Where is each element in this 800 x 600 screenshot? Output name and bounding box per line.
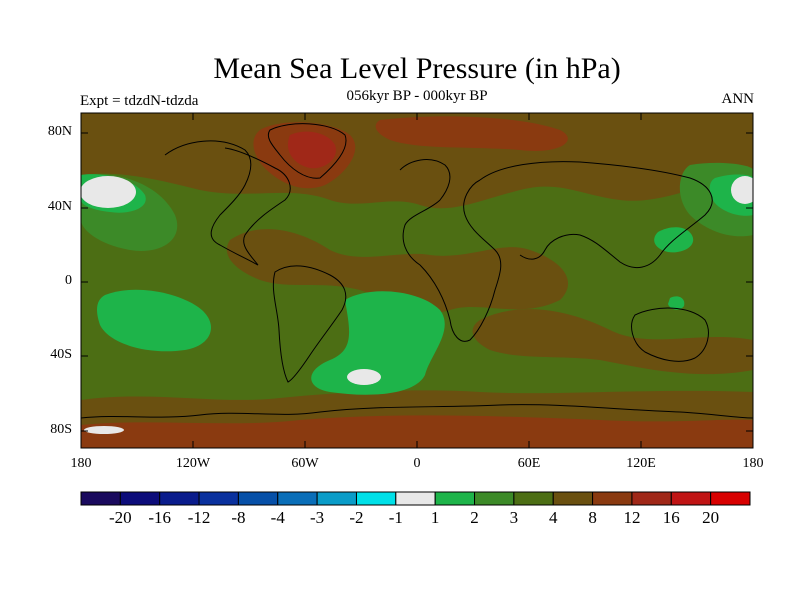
season-label: ANN	[721, 91, 755, 107]
colorbar-label: -2	[349, 508, 364, 527]
colorbar-label: 20	[702, 508, 720, 527]
colorbar-label: -1	[388, 508, 403, 527]
colorbar-swatch	[434, 491, 476, 506]
colorbar-label: -8	[231, 508, 246, 527]
map-title: Mean Sea Level Pressure (in hPa)	[213, 52, 621, 85]
lon-tick-120e: 120E	[626, 456, 656, 471]
coast-europe-africa	[399, 159, 502, 342]
field-australia-green	[668, 296, 685, 310]
lat-tick-80s: 80S	[50, 422, 72, 437]
colorbar-swatch	[552, 491, 594, 506]
colorbar-swatch	[513, 491, 554, 506]
coastlines	[81, 123, 753, 419]
colorbar-swatch	[710, 491, 751, 506]
coast-antarctica	[81, 404, 753, 419]
field-kuroshio-white	[731, 176, 753, 204]
lat-tick-40s: 40S	[50, 347, 72, 362]
colorbar-label: -16	[148, 508, 172, 527]
colorbar-swatch	[277, 491, 318, 506]
field-northeast-pacific-white	[81, 176, 136, 208]
map-fields	[81, 113, 753, 448]
colorbar-swatch	[316, 491, 357, 506]
coast-australia	[631, 307, 709, 362]
colorbar-swatch	[237, 491, 279, 506]
field-south-atlantic-green	[311, 291, 445, 395]
map-tick-marks	[81, 113, 753, 448]
lat-tick-80n: 80N	[47, 124, 72, 139]
field-south-atlantic-white	[347, 369, 381, 385]
field-pacific-green	[97, 289, 212, 352]
lon-tick-180e: 180	[742, 456, 764, 471]
colorbar-swatch	[474, 491, 515, 506]
field-eurasia-high	[375, 116, 568, 151]
lon-tick-0: 0	[413, 456, 421, 471]
lon-tick-60w: 60W	[291, 456, 319, 471]
map-subtitle: 056kyr BP - 000kyr BP	[346, 88, 488, 104]
coast-asia	[479, 161, 713, 269]
colorbar-swatch	[670, 491, 712, 506]
colorbar-label: -12	[187, 508, 211, 527]
colorbar-swatch	[592, 491, 633, 506]
colorbar-label: 3	[509, 508, 519, 527]
field-antarctic-white	[84, 426, 124, 434]
colorbar-swatch	[198, 491, 239, 506]
colorbar-swatch	[159, 491, 200, 506]
lon-tick-180w: 180	[70, 456, 92, 471]
field-indian-band	[472, 309, 753, 375]
experiment-label: Expt = tdzdN-tdzda	[80, 93, 199, 109]
colorbar-label: 1	[430, 508, 440, 527]
colorbar-swatch	[631, 491, 672, 506]
colorbar-swatch	[80, 491, 121, 506]
field-antarctic-rim	[81, 415, 753, 448]
colorbar-swatch	[395, 491, 436, 506]
colorbar-label: 4	[548, 508, 558, 527]
lat-tick-equator: 0	[65, 273, 72, 288]
colorbar	[80, 491, 751, 506]
colorbar-label: 16	[662, 508, 680, 527]
field-atlantic-band	[226, 229, 569, 313]
colorbar-swatch	[355, 491, 397, 506]
colorbar-label: 2	[470, 508, 479, 527]
lon-tick-60e: 60E	[517, 456, 541, 471]
colorbar-label: -3	[310, 508, 325, 527]
colorbar-label: -20	[109, 508, 132, 527]
colorbar-label: 12	[623, 508, 641, 527]
coast-south-america	[272, 265, 347, 383]
colorbar-label: 8	[588, 508, 597, 527]
lat-tick-40n: 40N	[47, 199, 72, 214]
field-greenland-peak	[287, 131, 336, 169]
colorbar-swatch	[119, 491, 161, 506]
colorbar-label: -4	[270, 508, 285, 527]
lon-tick-120w: 120W	[175, 456, 211, 471]
coast-greenland	[267, 123, 347, 179]
coast-north-america	[164, 140, 291, 266]
